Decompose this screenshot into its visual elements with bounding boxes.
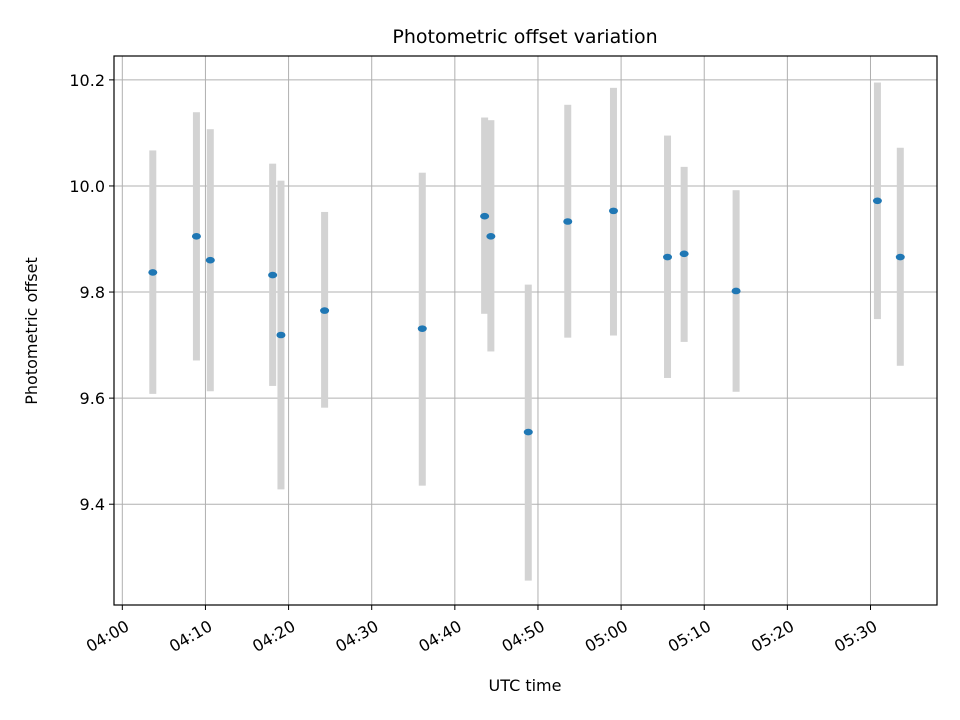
plot-frame [113, 55, 938, 606]
data-point [563, 218, 573, 225]
data-point [191, 233, 201, 240]
y-tick-label: 9.6 [80, 389, 105, 408]
y-tick-label: 9.4 [80, 495, 105, 514]
data-point [480, 212, 490, 220]
data-point [731, 287, 741, 295]
chart-title: Photometric offset variation [392, 26, 657, 48]
y-tick-label: 10.0 [69, 177, 105, 196]
y-axis-label: Photometric offset [22, 257, 41, 405]
y-tick-label: 9.8 [80, 283, 105, 302]
data-point [663, 253, 673, 261]
data-point [320, 307, 330, 314]
data-point [276, 331, 286, 339]
y-axis: 9.4 9.6 9.8 10.0 10.2 [69, 71, 114, 514]
data-point [486, 233, 496, 240]
y-tick-label: 10.2 [69, 71, 105, 90]
data-point [417, 325, 427, 332]
data-point [205, 256, 215, 264]
data-point [608, 207, 618, 215]
data-point [148, 269, 158, 276]
x-axis-label: UTC time [489, 676, 562, 695]
data-point [895, 253, 905, 261]
data-point [268, 271, 278, 279]
data-point [872, 197, 882, 205]
data-points [148, 197, 905, 436]
data-point [523, 428, 533, 436]
data-point [679, 250, 689, 258]
